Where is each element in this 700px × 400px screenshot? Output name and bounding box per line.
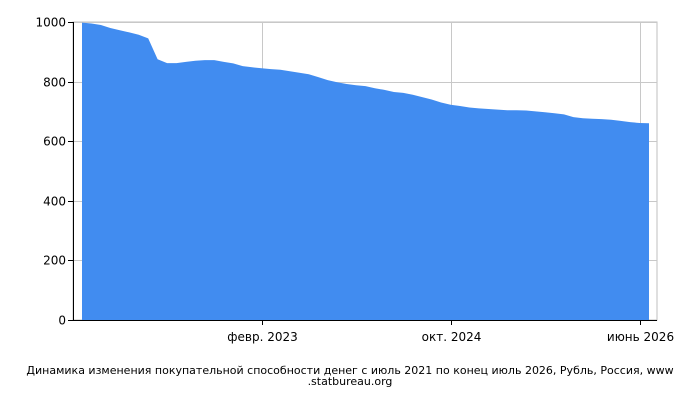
- area-layer: [81, 22, 650, 320]
- y-tick-label: 200: [43, 254, 66, 268]
- y-tick-label: 400: [43, 195, 66, 209]
- chart-svg: 0 200 400 600 800 1000 февр. 2023 окт. 2024 июнь…: [35, 16, 674, 345]
- x-tick-label: февр. 2023: [227, 330, 298, 344]
- series-area: [82, 22, 649, 320]
- y-tick-label: 1000: [35, 16, 66, 30]
- chart-title: Динамика изменения покупательной способн…: [26, 364, 674, 388]
- y-tick-label: 800: [43, 76, 66, 90]
- x-tick-label: июнь 2026: [607, 330, 674, 344]
- axis-layer: 0 200 400 600 800 1000 февр. 2023 окт. 2024 июнь…: [35, 16, 674, 345]
- x-tick-label: окт. 2024: [422, 330, 482, 344]
- y-tick-label: 0: [58, 314, 66, 328]
- y-tick-label: 600: [43, 135, 66, 149]
